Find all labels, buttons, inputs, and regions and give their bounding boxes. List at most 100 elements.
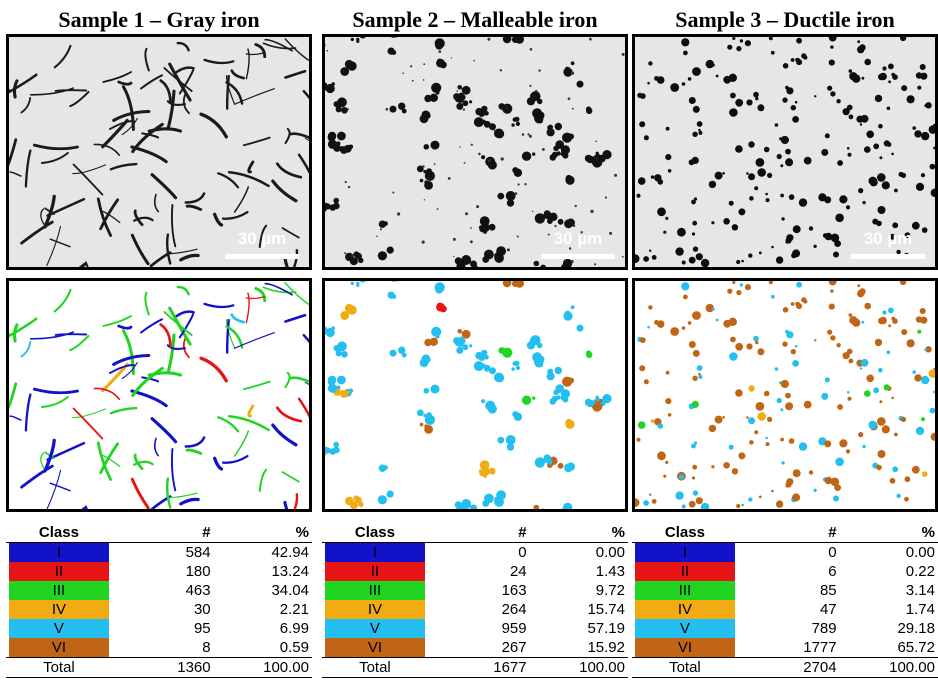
count-cell: 163 — [501, 582, 527, 599]
percent-cell: 3.14 — [905, 582, 935, 599]
total-percent: 100.00 — [529, 657, 628, 678]
count-cell: 264 — [501, 601, 527, 618]
class-swatch: VI — [325, 638, 425, 657]
header-class: Class — [632, 524, 738, 543]
total-label: Total — [632, 657, 738, 678]
header-count: # — [111, 524, 214, 543]
table-row: V 789 29.18 — [632, 619, 938, 638]
sample-3-scale-bar — [851, 254, 925, 259]
total-row: Total 2704 100.00 — [632, 657, 938, 678]
total-count: 1677 — [427, 657, 530, 678]
table-header-row: Class # % — [322, 524, 628, 543]
table-row: I 0 0.00 — [322, 543, 628, 562]
total-label: Total — [322, 657, 428, 678]
sample-1-class-table: Class # % I 584 42.94 II 180 13.24 III 463 34.… — [6, 524, 312, 678]
table-row: IV 47 1.74 — [632, 600, 938, 619]
class-swatch: I — [325, 543, 425, 562]
count-cell: 180 — [185, 563, 211, 580]
count-cell: 85 — [819, 582, 837, 599]
percent-cell: 13.24 — [271, 563, 309, 580]
class-swatch: III — [635, 581, 735, 600]
percent-cell: 1.74 — [905, 601, 935, 618]
sample-1-scale-label: 30 µm — [237, 229, 287, 248]
class-swatch: V — [635, 619, 735, 638]
class-swatch: II — [635, 562, 735, 581]
class-swatch: IV — [635, 600, 735, 619]
count-cell: 959 — [501, 620, 527, 637]
sample-2-scale-label: 30 µm — [553, 229, 603, 248]
percent-cell: 6.99 — [279, 620, 309, 637]
sample-3-title: Sample 3 – Ductile iron — [675, 7, 895, 32]
header-class: Class — [322, 524, 428, 543]
sample-3-class-table: Class # % I 0 0.00 II 6 0.22 III 85 3.14 IV 47 1… — [632, 524, 938, 678]
header-percent: % — [839, 524, 938, 543]
class-swatch: IV — [9, 600, 109, 619]
count-cell: 6 — [828, 563, 837, 580]
sample-2-panel: Sample 2 – Malleable iron 30 µm Class # … — [322, 0, 628, 700]
percent-cell: 42.94 — [271, 544, 309, 561]
percent-cell: 0.22 — [905, 563, 935, 580]
sample-1-micrograph-graphite — [9, 38, 309, 267]
table-header-row: Class # % — [632, 524, 938, 543]
count-cell: 95 — [193, 620, 211, 637]
table-row: I 584 42.94 — [6, 543, 312, 562]
sample-2-micrograph-graphite — [325, 37, 625, 267]
sample-1-panel: Sample 1 – Gray iron 30 µm Class # % I 58… — [6, 0, 312, 700]
sample-2-class-table: Class # % I 0 0.00 II 24 1.43 III 163 9.72 IV 2… — [322, 524, 628, 678]
class-swatch: II — [325, 562, 425, 581]
class-swatch: V — [325, 619, 425, 638]
sample-1-classified-particles — [9, 282, 309, 509]
sample-2-micrograph: 30 µm — [322, 34, 628, 270]
count-cell: 0 — [828, 544, 837, 561]
table-row: III 163 9.72 — [322, 581, 628, 600]
percent-cell: 1.43 — [595, 563, 625, 580]
percent-cell: 15.74 — [587, 601, 625, 618]
table-row: II 24 1.43 — [322, 562, 628, 581]
count-cell: 584 — [185, 544, 211, 561]
class-swatch: II — [9, 562, 109, 581]
header-percent: % — [529, 524, 628, 543]
sample-1-classified-image — [6, 278, 312, 512]
table-row: II 6 0.22 — [632, 562, 938, 581]
sample-3-classified-particles — [635, 281, 935, 509]
class-swatch: I — [9, 543, 109, 562]
sample-3-scale-label: 30 µm — [863, 229, 913, 248]
class-swatch: VI — [635, 638, 735, 657]
percent-cell: 29.18 — [897, 620, 935, 637]
percent-cell: 15.92 — [587, 639, 625, 656]
table-row: VI 8 0.59 — [6, 638, 312, 658]
count-cell: 1777 — [803, 639, 837, 656]
total-label: Total — [6, 657, 112, 678]
table-row: I 0 0.00 — [632, 543, 938, 562]
count-cell: 463 — [185, 582, 211, 599]
percent-cell: 65.72 — [897, 639, 935, 656]
class-swatch: IV — [325, 600, 425, 619]
sample-1-title: Sample 1 – Gray iron — [58, 7, 260, 32]
total-count: 1360 — [111, 657, 214, 678]
table-row: IV 264 15.74 — [322, 600, 628, 619]
header-class: Class — [6, 524, 112, 543]
total-row: Total 1360 100.00 — [6, 657, 312, 678]
percent-cell: 0.00 — [905, 544, 935, 561]
percent-cell: 0.00 — [595, 544, 625, 561]
sample-2-title: Sample 2 – Malleable iron — [352, 7, 598, 32]
count-cell: 789 — [811, 620, 837, 637]
table-header-row: Class # % — [6, 524, 312, 543]
table-row: IV 30 2.21 — [6, 600, 312, 619]
class-swatch: VI — [9, 638, 109, 657]
sample-3-micrograph: 30 µm — [632, 34, 938, 270]
total-row: Total 1677 100.00 — [322, 657, 628, 678]
total-count: 2704 — [737, 657, 840, 678]
count-cell: 267 — [501, 639, 527, 656]
sample-2-classified-particles — [325, 281, 612, 509]
sample-1-micrograph: 30 µm — [6, 34, 312, 270]
table-row: II 180 13.24 — [6, 562, 312, 581]
sample-3-panel: Sample 3 – Ductile iron 30 µm Class # % … — [632, 0, 938, 700]
sample-2-scale-bar — [541, 254, 615, 259]
percent-cell: 9.72 — [595, 582, 625, 599]
table-row: V 95 6.99 — [6, 619, 312, 638]
total-percent: 100.00 — [213, 657, 312, 678]
count-cell: 24 — [509, 563, 527, 580]
class-swatch: III — [325, 581, 425, 600]
table-row: VI 1777 65.72 — [632, 638, 938, 658]
